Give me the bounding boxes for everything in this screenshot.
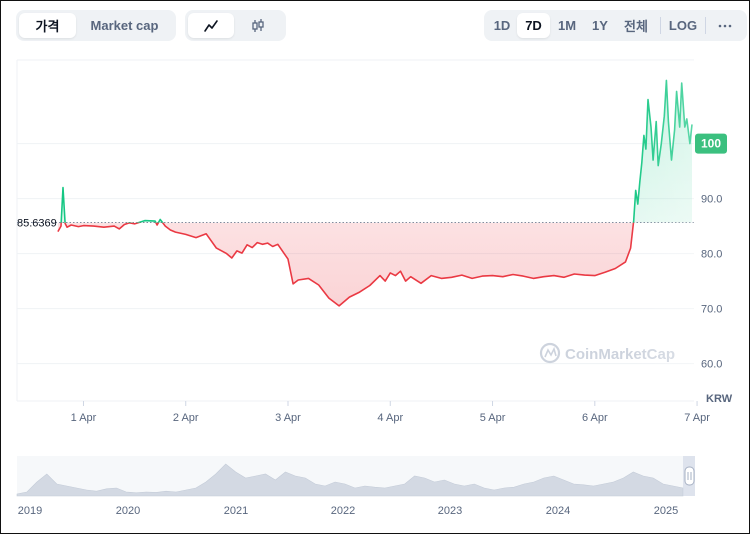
navigator-year-label: 2025	[654, 505, 678, 517]
more-dots-icon	[718, 24, 732, 27]
line-chart-icon	[204, 19, 218, 32]
more-options-button[interactable]	[710, 13, 740, 38]
log-scale-button[interactable]: LOG	[668, 18, 698, 33]
y-tick-label: 60.0	[701, 359, 722, 371]
navigator-handle[interactable]	[684, 466, 695, 486]
navigator-volume-area	[16, 463, 684, 497]
range-1d-button[interactable]: 1D	[493, 18, 511, 33]
below-baseline-area	[57, 222, 692, 306]
navigator-year-label: 2024	[546, 505, 570, 517]
line-chart-button[interactable]	[188, 13, 234, 38]
y-tick-label: 70.0	[701, 304, 722, 316]
navigator-year-label: 2021	[224, 505, 248, 517]
x-tick-label: 6 Apr	[582, 412, 608, 424]
y-tick-label: 80.0	[701, 249, 722, 261]
navigator-year-label: 2020	[116, 505, 140, 517]
x-tick-label: 4 Apr	[377, 412, 403, 424]
x-tick-label: 3 Apr	[275, 412, 301, 424]
x-tick-label: 5 Apr	[480, 412, 506, 424]
area-fill	[57, 80, 692, 306]
chart-style-toggle	[185, 10, 286, 41]
navigator-year-label: 2022	[331, 505, 355, 517]
current-price-value: 100	[701, 137, 721, 151]
currency-label: KRW	[706, 393, 733, 405]
baseline-label: 85.6369	[17, 218, 57, 230]
x-axis: 1 Apr 2 Apr 3 Apr 4 Apr 5 Apr 6 Apr 7 Apr	[71, 401, 710, 424]
range-1m-button[interactable]: 1M	[557, 18, 577, 33]
x-tick-label: 1 Apr	[71, 412, 97, 424]
y-tick-label: 90.0	[701, 194, 722, 206]
range-selector: 1D 7D 1M 1Y 전체 LOG	[484, 10, 747, 41]
candlestick-icon	[252, 18, 264, 32]
current-price-badge: 100	[695, 133, 727, 154]
x-tick-label: 2 Apr	[173, 412, 199, 424]
navigator-x-axis: 2019 2020 2021 2022 2023 2024 2025	[18, 505, 678, 517]
y-axis: 60.0 70.0 80.0 90.0 100	[701, 139, 722, 371]
range-all-button[interactable]: 전체	[624, 19, 648, 34]
range-7d-button[interactable]: 7D	[517, 13, 550, 38]
tab-price[interactable]: 가격	[19, 13, 76, 38]
svg-text:85.6369: 85.6369	[17, 218, 57, 230]
tab-market-cap[interactable]: Market cap	[90, 18, 159, 33]
view-toggle: 가격 Market cap	[16, 10, 176, 41]
candlestick-button[interactable]	[234, 13, 282, 38]
range-1y-button[interactable]: 1Y	[592, 18, 608, 33]
navigator-year-label: 2023	[438, 505, 462, 517]
range-divider	[660, 17, 661, 34]
range-divider-2	[705, 17, 706, 34]
right-fade	[628, 60, 694, 400]
price-line-down	[57, 222, 635, 307]
history-navigator[interactable]: 2019 2020 2021 2022 2023 2024 2025	[0, 444, 750, 534]
price-chart[interactable]: CoinMarketCap 85.6369 60.070.080.090.010…	[0, 0, 750, 440]
x-tick-label: 7 Apr	[684, 412, 710, 424]
navigator-year-label: 2019	[18, 505, 42, 517]
